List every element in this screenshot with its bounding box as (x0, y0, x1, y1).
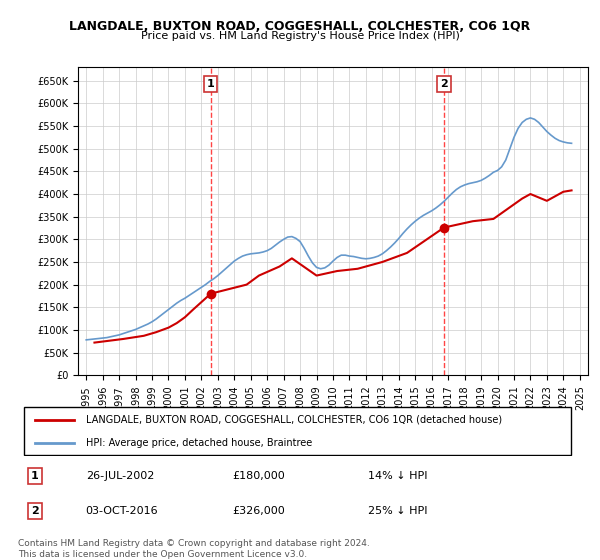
Text: This data is licensed under the Open Government Licence v3.0.: This data is licensed under the Open Gov… (18, 550, 307, 559)
Text: 26-JUL-2002: 26-JUL-2002 (86, 471, 154, 481)
Text: Price paid vs. HM Land Registry's House Price Index (HPI): Price paid vs. HM Land Registry's House … (140, 31, 460, 41)
Text: £326,000: £326,000 (232, 506, 285, 516)
Text: 1: 1 (207, 79, 215, 89)
Text: £180,000: £180,000 (232, 471, 285, 481)
Text: 2: 2 (440, 79, 448, 89)
Text: 14% ↓ HPI: 14% ↓ HPI (368, 471, 427, 481)
Text: LANGDALE, BUXTON ROAD, COGGESHALL, COLCHESTER, CO6 1QR (detached house): LANGDALE, BUXTON ROAD, COGGESHALL, COLCH… (86, 414, 502, 424)
Text: HPI: Average price, detached house, Braintree: HPI: Average price, detached house, Brai… (86, 438, 312, 448)
Text: 03-OCT-2016: 03-OCT-2016 (86, 506, 158, 516)
Text: 2: 2 (31, 506, 39, 516)
Text: Contains HM Land Registry data © Crown copyright and database right 2024.: Contains HM Land Registry data © Crown c… (18, 539, 370, 548)
FancyBboxPatch shape (23, 407, 571, 455)
Text: 1: 1 (31, 471, 39, 481)
Text: 25% ↓ HPI: 25% ↓ HPI (368, 506, 427, 516)
Text: LANGDALE, BUXTON ROAD, COGGESHALL, COLCHESTER, CO6 1QR: LANGDALE, BUXTON ROAD, COGGESHALL, COLCH… (70, 20, 530, 32)
